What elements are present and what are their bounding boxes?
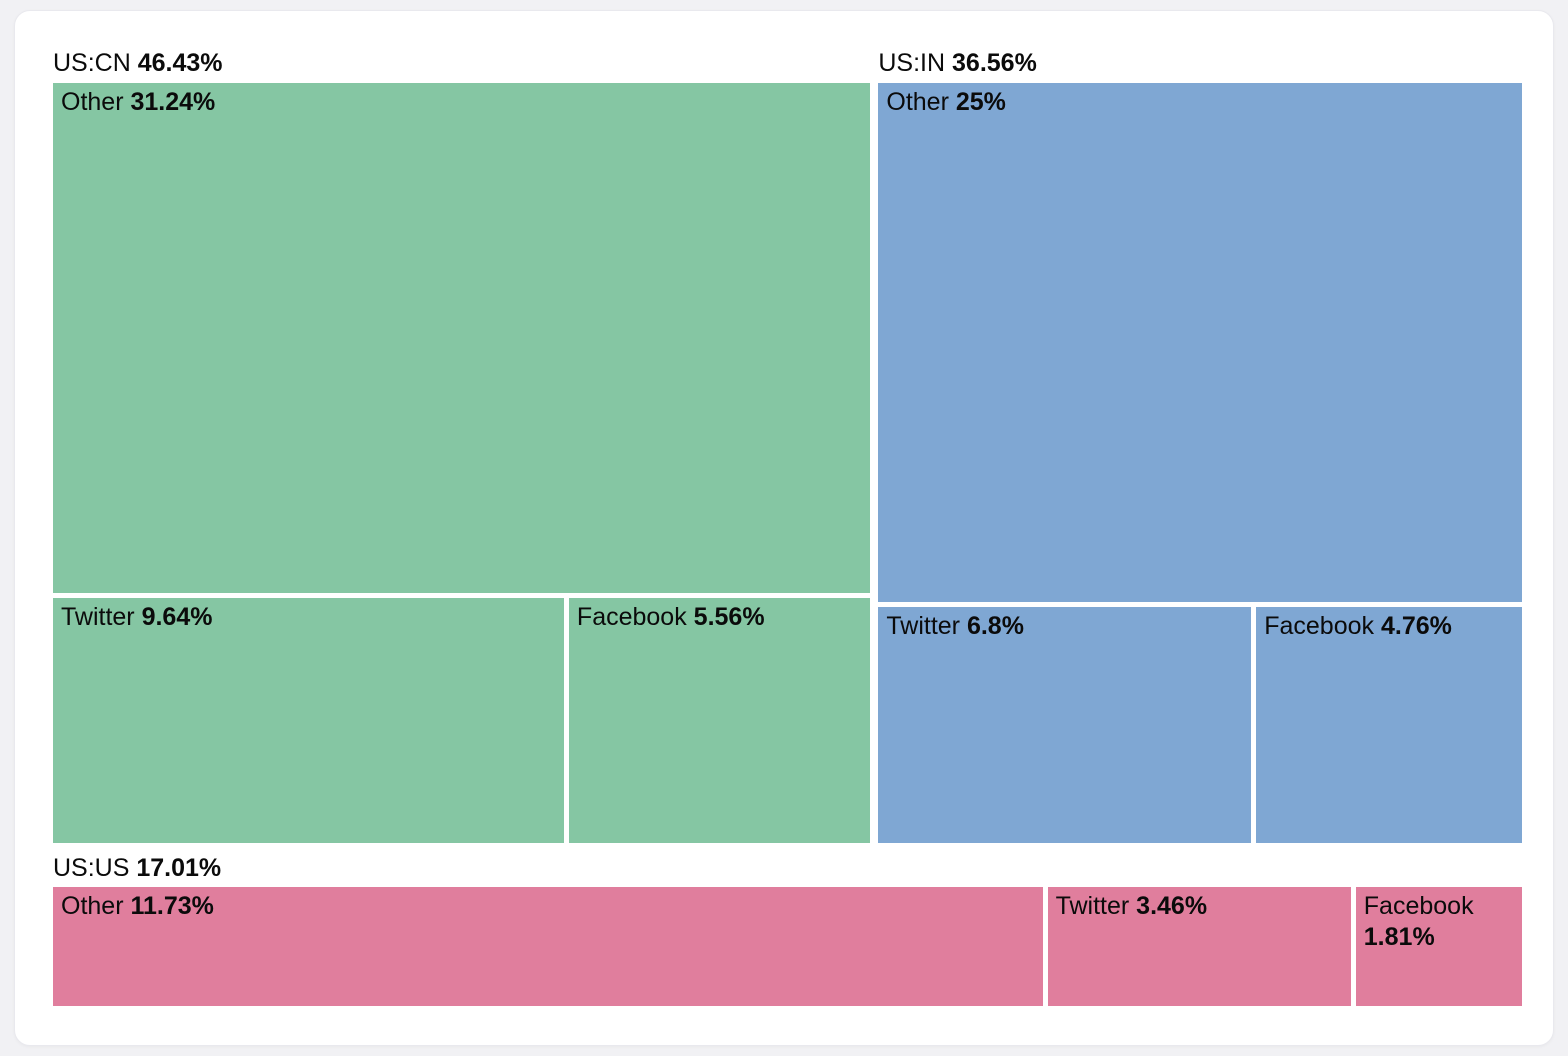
cell-value: 9.64% <box>141 603 213 632</box>
group-label: US:US <box>53 853 130 882</box>
cell-label: Facebook <box>1363 891 1474 920</box>
cell-value: 1.81% <box>1363 922 1435 951</box>
cell-us-cn-other[interactable]: Other 31.24% <box>53 83 871 594</box>
subrow-us-in: Twitter 6.8% Facebook 4.76% <box>878 606 1522 843</box>
cell-value: 5.56% <box>693 603 765 632</box>
cell-label: Facebook <box>1264 611 1375 640</box>
group-cells-us-cn: Other 31.24% Twitter 9.64% Facebook 5.56… <box>53 83 871 843</box>
group-header-us-cn: US:CN 46.43% <box>53 47 870 83</box>
cell-us-cn-twitter[interactable]: Twitter 9.64% <box>53 598 564 843</box>
group-value: 36.56% <box>952 49 1037 77</box>
cell-label: Twitter <box>1055 891 1130 920</box>
subrow-us-cn: Twitter 9.64% Facebook 5.56% <box>53 598 871 843</box>
treemap-group-us-us: US:US 17.01% Other 11.73% Twitter 3.46% <box>53 843 1523 1006</box>
treemap-top-row: US:CN 46.43% Other 31.24% Twitter 9.64% <box>53 47 1522 843</box>
group-cells-us-us: Other 11.73% Twitter 3.46% Facebook 1.81… <box>53 886 1523 1006</box>
cell-us-cn-facebook[interactable]: Facebook 5.56% <box>568 598 871 843</box>
group-label: US:IN <box>878 49 946 77</box>
treemap-card: US:CN 46.43% Other 31.24% Twitter 9.64% <box>14 10 1554 1046</box>
cell-value: 3.46% <box>1136 891 1208 920</box>
cell-us-in-facebook[interactable]: Facebook 4.76% <box>1256 606 1522 843</box>
cell-label: Twitter <box>886 611 960 640</box>
treemap-group-us-in: US:IN 36.56% Other 25% Twitter 6.8% <box>878 47 1522 843</box>
group-value: 17.01% <box>136 853 222 882</box>
cell-label: Other <box>61 88 124 116</box>
cell-us-in-twitter[interactable]: Twitter 6.8% <box>878 606 1252 843</box>
cell-us-in-other[interactable]: Other 25% <box>878 83 1522 602</box>
cell-value: 6.8% <box>966 611 1024 640</box>
cell-us-us-twitter[interactable]: Twitter 3.46% <box>1047 886 1351 1006</box>
treemap-group-us-cn: US:CN 46.43% Other 31.24% Twitter 9.64% <box>53 47 871 843</box>
treemap-bottom-row: US:US 17.01% Other 11.73% Twitter 3.46% <box>53 843 1523 1006</box>
cell-value: 11.73% <box>130 891 214 920</box>
cell-value: 31.24% <box>130 88 216 116</box>
group-header-us-in: US:IN 36.56% <box>878 47 1522 83</box>
group-cells-us-in: Other 25% Twitter 6.8% Facebook 4.76% <box>878 83 1522 843</box>
cell-us-us-other[interactable]: Other 11.73% <box>53 886 1043 1006</box>
cell-label: Other <box>886 88 949 116</box>
cell-value: 4.76% <box>1380 611 1452 640</box>
treemap-chart: US:CN 46.43% Other 31.24% Twitter 9.64% <box>53 47 1523 1006</box>
group-value: 46.43% <box>137 49 223 77</box>
cell-us-us-facebook[interactable]: Facebook 1.81% <box>1355 886 1523 1006</box>
cell-label: Facebook <box>576 603 687 632</box>
group-label: US:CN <box>53 49 131 77</box>
cell-label: Other <box>61 891 124 920</box>
cell-label: Twitter <box>61 603 135 632</box>
group-header-us-us: US:US 17.01% <box>53 843 1522 887</box>
cell-value: 25% <box>955 88 1006 116</box>
